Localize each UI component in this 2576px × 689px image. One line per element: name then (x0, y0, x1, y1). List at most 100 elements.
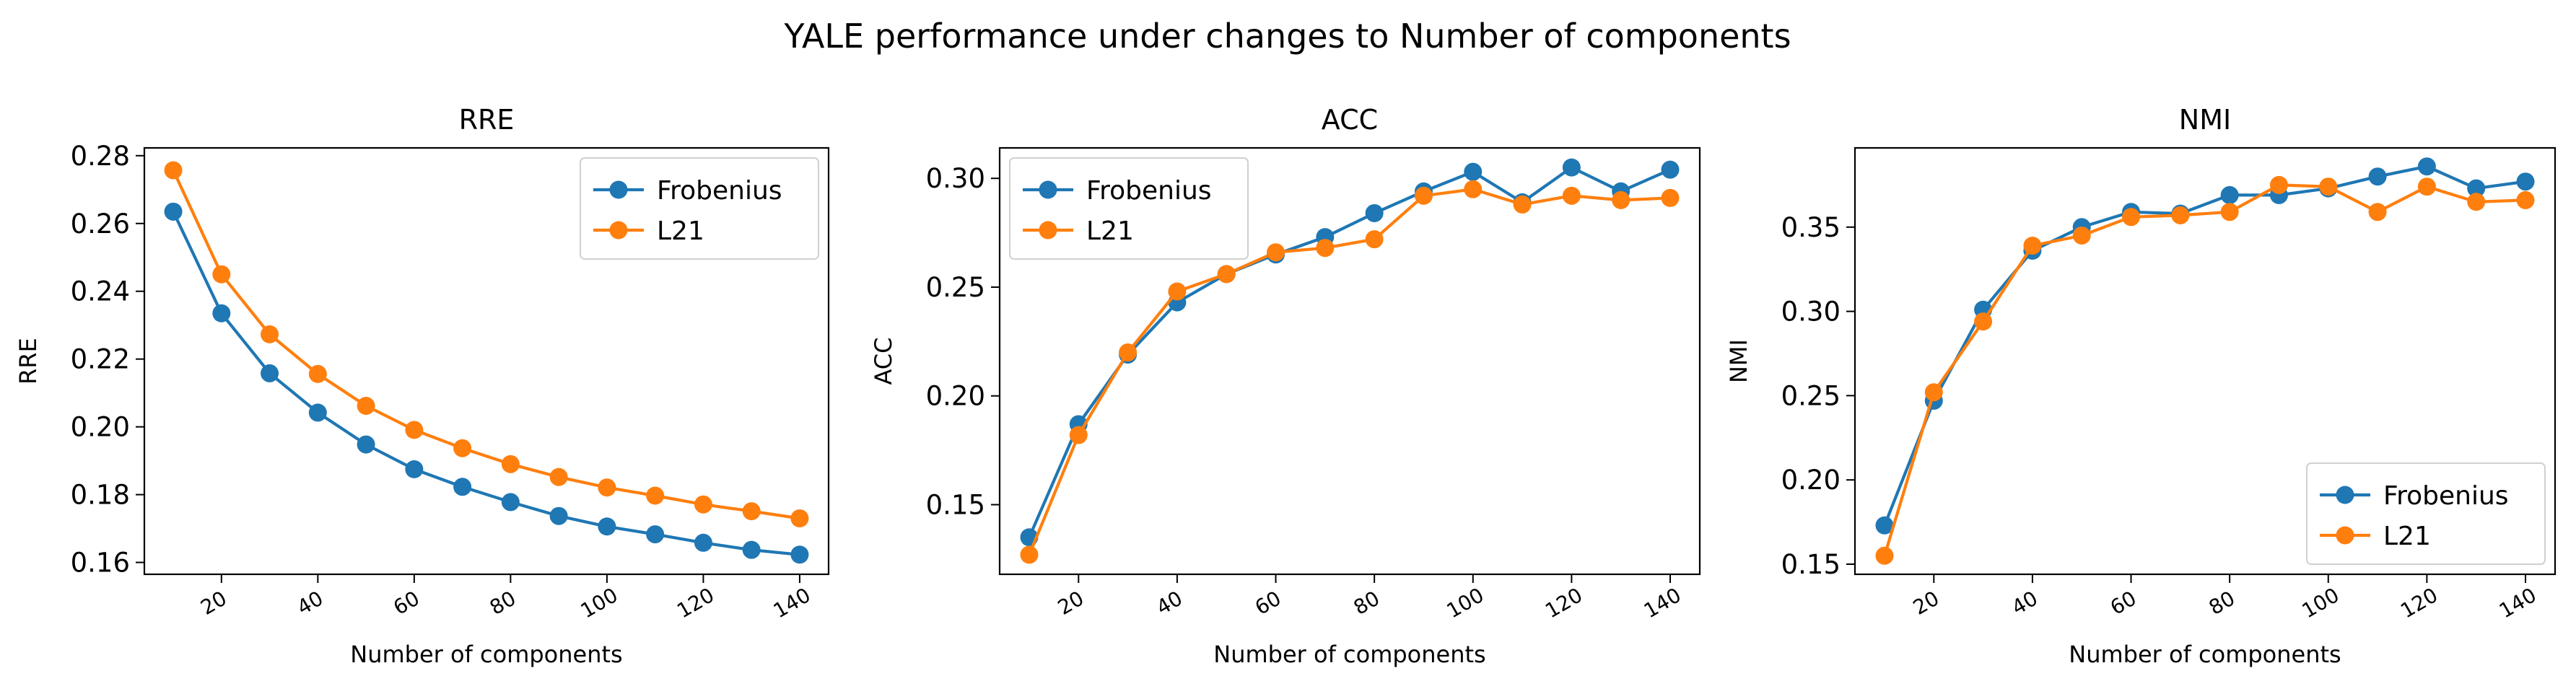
x-axis-label: Number of components (1213, 641, 1485, 668)
axes-frame (998, 146, 1701, 576)
subplot-title: ACC (1322, 104, 1378, 136)
data-point-frobenius (164, 202, 183, 221)
data-point-l21 (1464, 180, 1483, 198)
legend: Frobenius L21 (580, 157, 819, 260)
data-point-l21 (742, 502, 761, 521)
legend-marker-l21 (2336, 526, 2354, 545)
data-point-frobenius (357, 435, 375, 454)
data-point-frobenius (453, 478, 472, 496)
legend-label-l21: L21 (657, 216, 704, 246)
data-point-l21 (2122, 208, 2141, 227)
data-point-l21 (1513, 195, 1532, 214)
data-point-frobenius (2417, 157, 2436, 176)
y-tick-label: 0.26 (71, 209, 130, 240)
y-tick-label: 0.25 (1781, 380, 1841, 411)
data-point-frobenius (1365, 203, 1384, 222)
y-axis-label: RRE (14, 338, 42, 385)
data-point-l21 (164, 161, 183, 180)
data-point-frobenius (2368, 167, 2387, 186)
data-point-l21 (694, 495, 712, 514)
data-point-l21 (790, 509, 809, 527)
data-point-l21 (1267, 243, 1285, 262)
data-point-frobenius (549, 506, 568, 525)
data-point-frobenius (212, 304, 231, 322)
data-point-l21 (1875, 546, 1894, 565)
legend: Frobenius L21 (1009, 157, 1249, 260)
data-point-l21 (1924, 383, 1943, 402)
figure-title: YALE performance under changes to Number… (783, 17, 1791, 56)
data-point-frobenius (2220, 185, 2239, 204)
data-point-l21 (2023, 236, 2042, 255)
data-point-l21 (2269, 175, 2288, 194)
series-line-frobenius (1028, 166, 1671, 538)
data-point-l21 (646, 486, 665, 505)
data-point-l21 (261, 325, 279, 343)
y-tick-label: 0.15 (1781, 549, 1841, 580)
y-tick-label: 0.15 (926, 490, 985, 521)
series-line-l21 (1882, 183, 2526, 556)
data-point-l21 (1316, 239, 1335, 258)
data-point-l21 (2368, 203, 2387, 221)
legend-marker-l21 (609, 221, 628, 240)
legend-label-l21: L21 (2383, 522, 2431, 551)
data-point-frobenius (1562, 158, 1581, 177)
data-point-frobenius (2467, 179, 2486, 198)
data-point-l21 (549, 468, 568, 486)
y-tick-label: 0.30 (926, 163, 985, 194)
axes-frame (1854, 146, 2557, 576)
data-point-l21 (308, 364, 327, 383)
y-tick-label: 0.35 (1781, 212, 1841, 243)
data-point-frobenius (308, 403, 327, 422)
y-tick-label: 0.30 (1781, 297, 1841, 328)
data-point-frobenius (694, 533, 712, 552)
legend-label-frobenius: Frobenius (657, 176, 782, 206)
data-point-l21 (1217, 265, 1236, 284)
data-point-frobenius (790, 545, 809, 564)
data-point-l21 (2467, 193, 2486, 211)
y-tick-label: 0.20 (1781, 465, 1841, 496)
x-axis-label: Number of components (2069, 641, 2341, 668)
y-axis-label: NMI (1725, 339, 1752, 383)
data-point-frobenius (598, 517, 616, 536)
data-point-l21 (1020, 545, 1039, 564)
data-point-l21 (1414, 186, 1433, 205)
legend-marker-frobenius (609, 180, 628, 199)
data-point-frobenius (646, 525, 665, 544)
data-point-frobenius (1661, 160, 1680, 179)
subplot-title: RRE (459, 104, 515, 136)
data-point-l21 (2319, 177, 2338, 196)
legend-box (580, 157, 819, 260)
data-point-l21 (212, 265, 231, 284)
data-point-l21 (2220, 203, 2239, 221)
data-point-l21 (1612, 190, 1630, 209)
data-point-l21 (1661, 188, 1680, 207)
data-point-l21 (1168, 282, 1187, 301)
legend: Frobenius L21 (2306, 462, 2546, 565)
data-point-frobenius (501, 493, 520, 512)
y-tick-label: 0.24 (71, 276, 130, 307)
data-point-frobenius (1875, 516, 1894, 535)
legend-box (1009, 157, 1249, 260)
data-point-frobenius (742, 540, 761, 559)
y-tick-label: 0.20 (926, 381, 985, 412)
data-point-l21 (2171, 206, 2190, 224)
data-point-l21 (357, 397, 375, 416)
data-point-l21 (598, 478, 616, 497)
legend-label-l21: L21 (1086, 216, 1134, 246)
y-tick-label: 0.22 (71, 344, 130, 375)
data-point-l21 (2417, 177, 2436, 196)
y-tick-label: 0.20 (71, 412, 130, 443)
data-point-l21 (1974, 312, 1993, 331)
subplot-title: NMI (2179, 104, 2231, 136)
legend-marker-frobenius (1039, 180, 1057, 199)
data-point-l21 (1119, 343, 1138, 361)
legend-label-frobenius: Frobenius (1086, 176, 1212, 206)
data-point-l21 (501, 455, 520, 473)
axes-frame (143, 146, 830, 576)
data-point-frobenius (2516, 172, 2535, 191)
data-point-l21 (453, 439, 472, 457)
y-tick-label: 0.18 (71, 480, 130, 511)
